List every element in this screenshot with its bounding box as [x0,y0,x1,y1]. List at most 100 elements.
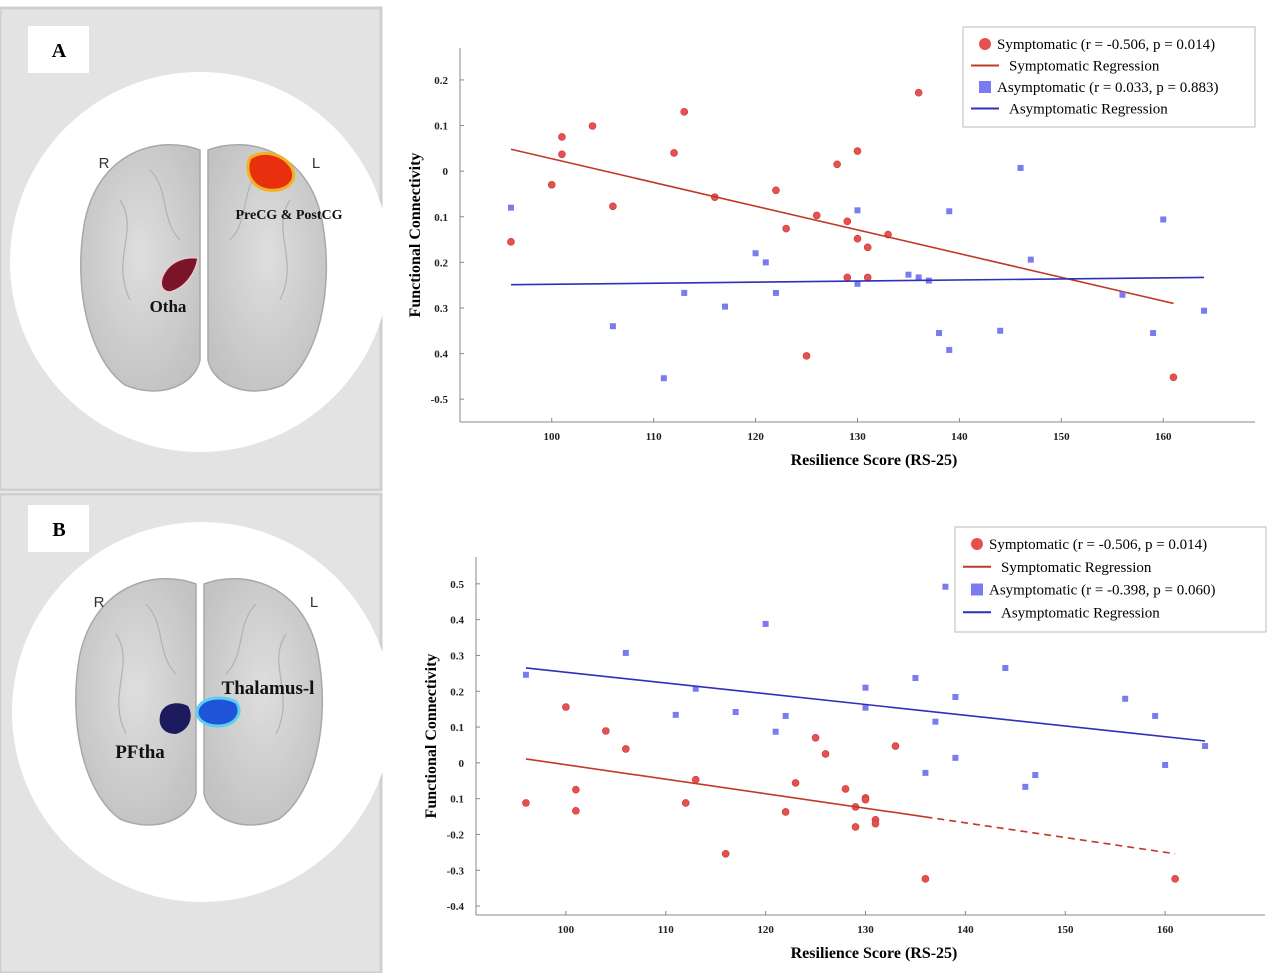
regression-line [925,816,1176,855]
hemisphere-label: L [310,594,318,611]
y-axis-label: Functional Connectivity [423,654,440,819]
scatter-point [952,693,959,700]
legend-swatch [971,538,983,550]
scatter-point [1162,761,1169,768]
x-tick-label: 100 [543,431,560,443]
scatter-point [843,217,852,226]
hemisphere-label: R [99,155,110,172]
scatter-point [871,819,880,828]
scatter-point [558,150,566,159]
scatter-point [772,289,779,296]
scatter-point [1152,712,1159,719]
scatter-point [1201,307,1208,314]
legend-swatch [971,583,983,596]
y-tick-label: 0 [459,758,465,770]
x-tick-label: 160 [1155,431,1172,443]
panel-label: B [52,519,65,541]
scatter-point [1160,216,1167,223]
regression-line [525,758,926,818]
scatter-point [681,289,688,296]
y-tick-label: 0.2 [450,686,464,698]
scatter-point [851,823,860,831]
scatter-point [692,685,699,692]
legend-label: Asymptomatic Regression [1009,102,1168,118]
scatter-point [772,186,780,195]
region-blob [159,703,191,734]
scatter-point [522,671,529,678]
regression-line [510,276,1205,286]
x-tick-label: 140 [957,924,974,936]
scatter-point [841,785,850,793]
x-tick-label: 110 [658,924,674,936]
legend-label: Asymptomatic (r = -0.398, p = 0.060) [989,583,1215,599]
scatter-point [862,684,869,691]
x-tick-label: 130 [857,924,874,936]
scatter-point [572,807,580,815]
scatter-point [782,712,789,719]
scatter-point [861,795,870,804]
hemisphere-label: L [312,155,320,172]
y-tick-label: 0.4 [450,615,464,627]
scatter-point [1150,330,1157,337]
scatter-point [912,675,919,682]
scatter-point [853,147,862,155]
scatter-point [1002,664,1009,671]
y-tick-label: 0.2 [434,75,448,87]
x-tick-label: 110 [646,431,662,443]
legend-label: Asymptomatic Regression [1001,605,1160,621]
y-tick-label: 0.1 [450,794,464,806]
x-tick-label: 150 [1057,924,1074,936]
scatter-point [843,273,852,282]
scatter-point [922,769,929,776]
scatter-point [936,330,943,337]
y-tick-label: 0.1 [434,121,448,133]
scatter-point [1171,875,1179,883]
scatter-point [915,274,922,281]
scatter-point [762,259,769,266]
y-tick-label: 0.2 [434,257,448,269]
scatter-point [1122,695,1129,702]
scatter-point [946,208,953,215]
legend-label: Asymptomatic (r = 0.033, p = 0.883) [997,80,1218,96]
scatter-point [1202,743,1209,750]
regression-line [525,667,1206,742]
legend-label: Symptomatic Regression [1001,560,1152,576]
scatter-point [905,271,912,278]
x-tick-label: 120 [757,924,774,936]
scatter-point [507,238,515,246]
scatter-point [1022,783,1029,790]
scatter-point [547,181,556,189]
scatter-point [781,808,790,816]
x-tick-label: 150 [1053,431,1070,443]
scatter-point [558,133,566,141]
scatter-point [952,754,959,761]
regression-line [510,148,1174,305]
scatter-point [1119,291,1126,298]
legend-box [954,526,1267,633]
y-tick-label: 0.5 [450,579,464,591]
scatter-point [932,718,939,725]
scatter-point [572,785,580,794]
scatter-point [672,711,679,718]
scatter-point [691,775,700,784]
scatter-point [891,742,900,750]
scatter-point [732,709,739,716]
scatter-point [681,799,690,807]
y-tick-label: 0.1 [434,212,448,224]
x-tick-label: 120 [747,431,764,443]
scatter-point [791,779,800,787]
region-blob [195,696,241,728]
scatter-point [609,202,617,211]
scatter-point [721,849,730,858]
y-tick-label: -0.4 [447,901,465,913]
scatter-point [622,649,629,656]
brain [75,577,324,826]
scatter-point [772,728,779,735]
scatter-point [854,207,861,214]
y-axis-label: Functional Connectivity [407,153,424,318]
scatter-point [609,323,616,330]
y-tick-label: 0.4 [434,349,448,361]
legend-box [962,26,1256,128]
scatter-point [914,88,923,97]
